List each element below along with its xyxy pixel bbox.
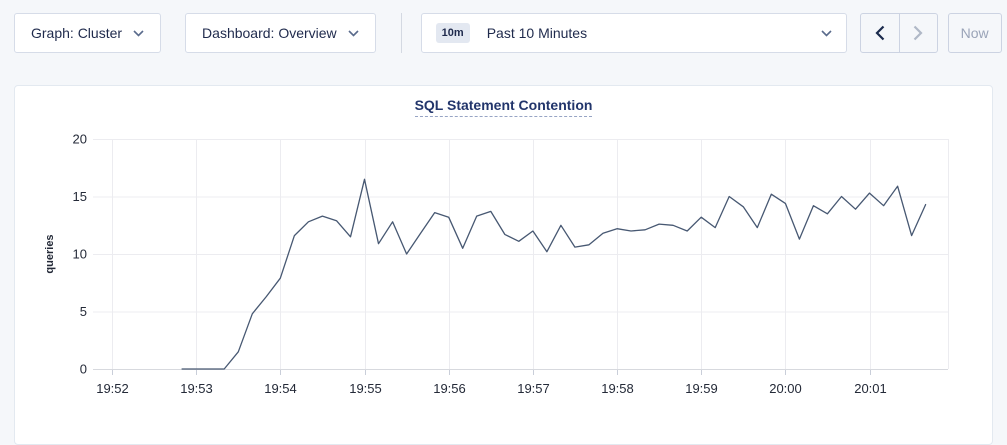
graph-dropdown-label: Graph: Cluster (31, 25, 123, 41)
chart-title[interactable]: SQL Statement Contention (414, 97, 593, 117)
y-axis-label: queries (44, 234, 56, 273)
chart-panel: SQL Statement Contention 0 5 10 15 20 19:52 19… (14, 85, 993, 445)
now-button[interactable]: Now (947, 13, 1002, 53)
chevron-left-icon (875, 25, 885, 41)
graph-dropdown[interactable]: Graph: Cluster (14, 13, 162, 53)
chevron-down-icon (133, 29, 144, 37)
x-tick-label: 19:56 (433, 381, 466, 396)
time-range-picker[interactable]: 10m Past 10 Minutes (420, 13, 847, 53)
chevron-down-icon (821, 29, 832, 37)
dashboard-dropdown-label: Dashboard: Overview (202, 25, 337, 41)
x-tick-label: 19:55 (349, 381, 382, 396)
toolbar: Graph: Cluster Dashboard: Overview 10m P… (0, 0, 1007, 53)
x-tick-label: 19:53 (180, 381, 213, 396)
y-tick-label: 10 (73, 247, 87, 262)
series-line (181, 178, 927, 370)
x-tick-label: 19:59 (685, 381, 718, 396)
time-nav-group (859, 13, 938, 53)
x-tick-label: 19:58 (601, 381, 634, 396)
next-timeframe-button[interactable] (898, 14, 937, 52)
x-tick-label: 19:57 (517, 381, 550, 396)
x-tick-label: 20:00 (769, 381, 802, 396)
y-tick-label: 20 (73, 132, 87, 147)
time-window-label: Past 10 Minutes (486, 25, 588, 41)
previous-timeframe-button[interactable] (861, 14, 899, 52)
dashboard-dropdown[interactable]: Dashboard: Overview (185, 13, 376, 53)
chevron-right-icon (913, 25, 923, 41)
x-tick-label: 19:54 (264, 381, 297, 396)
x-tick-label: 20:01 (854, 381, 887, 396)
y-tick-label: 5 (80, 304, 87, 319)
toolbar-divider (400, 13, 402, 53)
x-tick-label: 19:52 (96, 381, 129, 396)
chart-title-row: SQL Statement Contention (15, 86, 992, 117)
line-chart[interactable]: 0 5 10 15 20 19:52 19:53 19:54 19:55 19:56 19:57 19… (15, 86, 992, 432)
y-tick-label: 0 (80, 362, 87, 377)
chevron-down-icon (348, 29, 359, 37)
y-tick-label: 15 (73, 189, 87, 204)
time-window-badge: 10m (435, 23, 470, 43)
